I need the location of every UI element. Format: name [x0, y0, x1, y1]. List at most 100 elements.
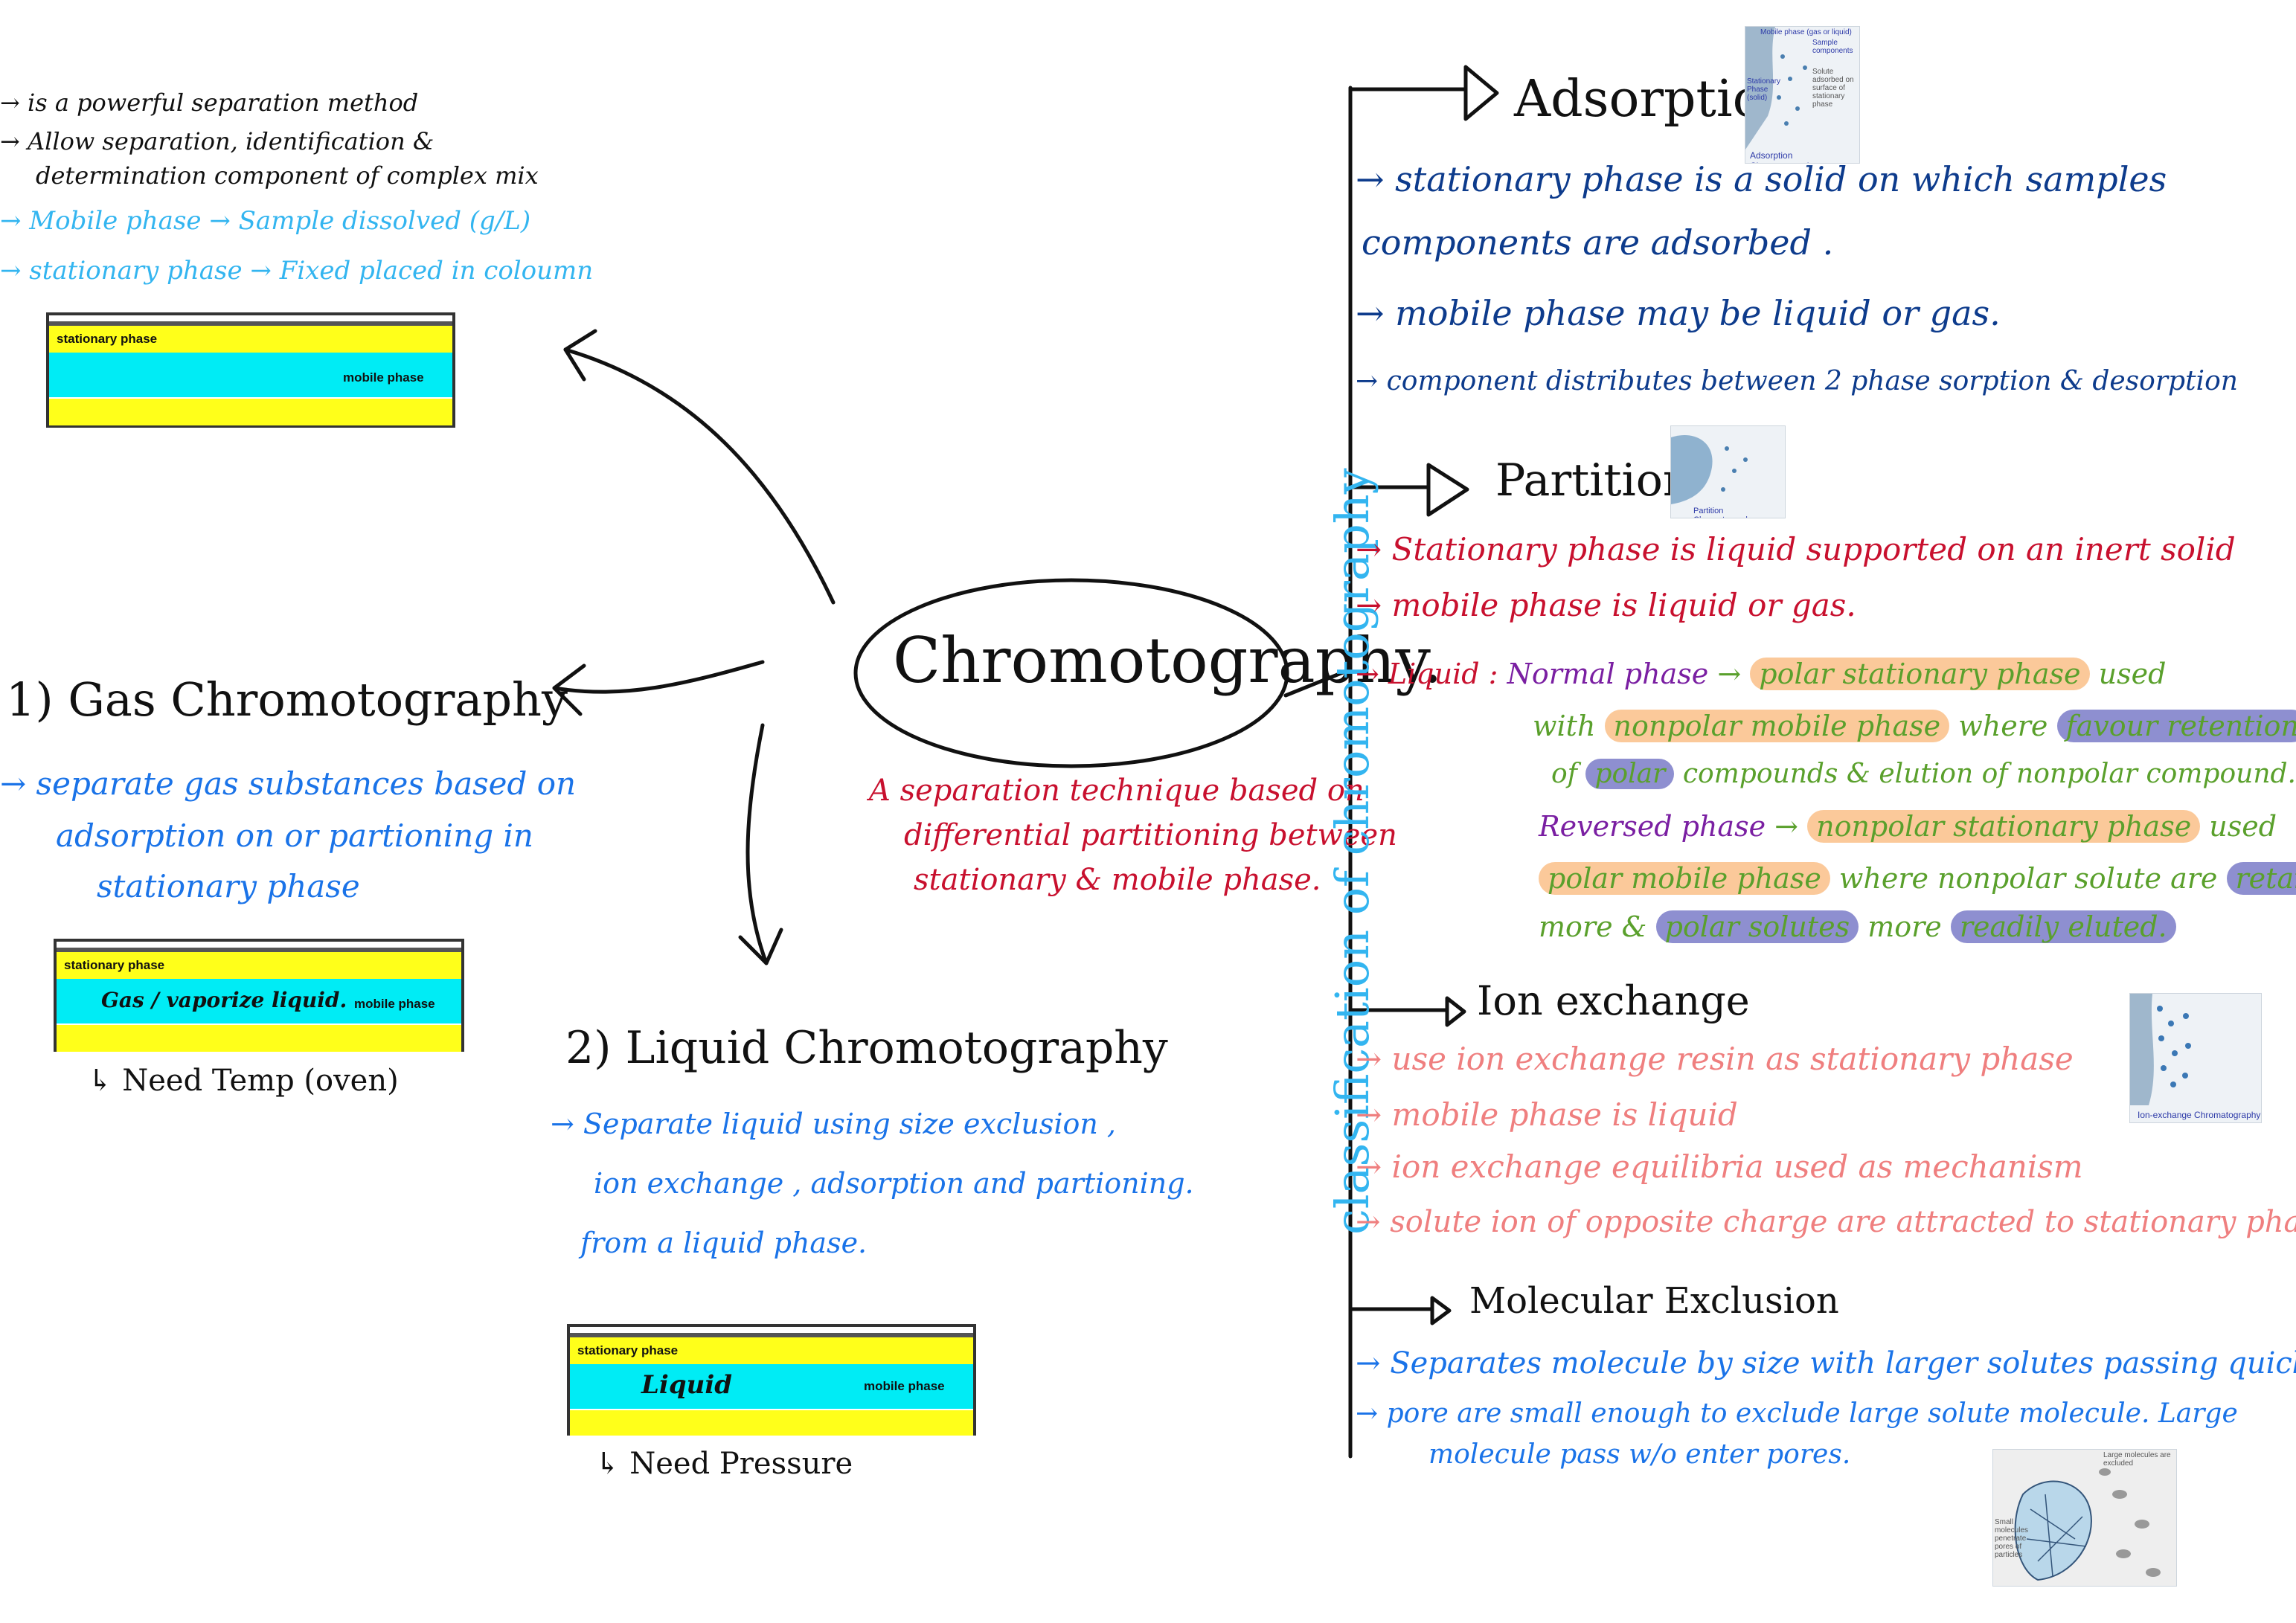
- gas-title: 1) Gas Chromotography: [6, 672, 568, 727]
- ion-title: Ion exchange: [1477, 977, 1750, 1024]
- normal-text-1: used: [2098, 658, 2167, 690]
- connector-to-classification: [1283, 667, 1353, 698]
- ion-illustration: [2130, 994, 2191, 1105]
- exclusion-line-3: molecule pass w/o enter pores.: [1428, 1439, 1851, 1470]
- liquid-note: ↳ Need Pressure: [595, 1447, 853, 1481]
- ion-line-4: → solute ion of opposite charge are attr…: [1356, 1205, 2296, 1239]
- partition-reversed-line-2: polar mobile phase where nonpolar solute…: [1539, 862, 2296, 896]
- normal-phase-label: Normal phase: [1507, 658, 1709, 690]
- partition-liquid-label: → Liquid :: [1356, 658, 1498, 690]
- arrow-to-intro: [563, 347, 836, 605]
- gas-stationary-label: stationary phase: [64, 958, 165, 972]
- center-definition-line-2: differential partitioning between: [904, 818, 1397, 852]
- liquid-inner-label: Liquid: [641, 1370, 733, 1400]
- exclusion-thumb-label-1: Large molecules are excluded: [2103, 1451, 2171, 1468]
- liquid-title: 2) Liquid Chromotography: [565, 1022, 1168, 1074]
- gas-inner-label: Gas / vaporize liquid.: [101, 988, 347, 1012]
- adsorption-line-4: → component distributes between 2 phase …: [1356, 366, 2238, 396]
- intro-mobile-phase: → Mobile phase → Sample dissolved (g/L): [0, 206, 531, 236]
- normal-text-3: where: [1958, 710, 2048, 742]
- reversed-text-3: nonpolar solute: [1937, 862, 2162, 895]
- reversed-hl-5: readily eluted.: [1950, 910, 2176, 943]
- normal-text-4: of: [1551, 759, 1577, 789]
- reversed-text-1: used: [2209, 810, 2277, 843]
- ion-line-1: → use ion exchange resin as stationary p…: [1356, 1041, 2074, 1077]
- partition-arrowhead: [1426, 463, 1469, 517]
- adsorption-thumb-label-3: Solute adsorbed on surface of stationary…: [1812, 68, 1854, 109]
- reversed-phase-label: Reversed phase: [1539, 810, 1766, 843]
- partition-thumbnail: Partition Chromatography: [1670, 425, 1786, 518]
- ion-line-2: → mobile phase is liquid: [1356, 1096, 1738, 1133]
- partition-illustration: [1671, 434, 1748, 504]
- reversed-text-2: where: [1838, 862, 1929, 895]
- reversed-text-6: more: [1867, 910, 1942, 943]
- reversed-text-5: more &: [1539, 910, 1647, 943]
- reversed-phase-arrow: →: [1774, 810, 1798, 843]
- partition-title: Partition: [1495, 454, 1692, 507]
- intro-line-3: determination component of complex mix: [36, 161, 539, 190]
- adsorption-thumb-label-4: Stationary Phase (solid): [1747, 77, 1781, 102]
- exclusion-thumb-label-2: Small molecules penetrate pores of parti…: [1995, 1518, 2029, 1559]
- gas-line-3: stationary phase: [97, 868, 360, 904]
- ion-line-3: → ion exchange equilibria used as mechan…: [1356, 1148, 2083, 1185]
- liquid-mobile-label: mobile phase: [864, 1379, 945, 1393]
- ion-thumb-caption: Ion-exchange Chromatography: [2138, 1110, 2261, 1120]
- exclusion-arrowhead: [1430, 1296, 1452, 1325]
- adsorption-thumbnail: Mobile phase (gas or liquid) Sample comp…: [1745, 26, 1860, 164]
- partition-normal-line-3: of polar compounds & elution of nonpolar…: [1551, 759, 2296, 789]
- partition-normal-line-2: with nonpolar mobile phase where favour …: [1533, 710, 2296, 743]
- ion-arrowhead: [1445, 996, 1466, 1027]
- intro-mobile-label: mobile phase: [343, 370, 424, 385]
- normal-hl-3: favour retention: [2056, 710, 2296, 742]
- exclusion-line-2: → pore are small enough to exclude large…: [1356, 1398, 2238, 1429]
- center-definition-line-3: stationary & mobile phase.: [914, 863, 1321, 897]
- exclusion-illustration: [2014, 1468, 2161, 1581]
- normal-hl-2: nonpolar mobile phase: [1604, 710, 1950, 742]
- adsorption-line-2: components are adsorbed .: [1362, 222, 1834, 263]
- reversed-text-4: are: [2170, 862, 2218, 895]
- ion-thumbnail: Ion-exchange Chromatography: [2129, 993, 2262, 1123]
- adsorption-line-3: → mobile phase may be liquid or gas.: [1356, 293, 2001, 333]
- intro-line-1: → is a powerful separation method: [0, 89, 419, 117]
- liquid-column-diagram: stationary phase Liquid mobile phase: [567, 1324, 976, 1436]
- adsorption-illustration: [1745, 27, 1807, 150]
- normal-phase-arrow: →: [1717, 658, 1742, 690]
- gas-column-diagram: stationary phase Gas / vaporize liquid. …: [54, 939, 464, 1052]
- adsorption-thumb-caption: Adsorption Chromatography: [1750, 150, 1816, 163]
- liquid-line-3: from a liquid phase.: [580, 1227, 868, 1259]
- gas-line-1: → separate gas substances based on: [0, 765, 577, 802]
- adsorption-arrowhead: [1463, 65, 1499, 121]
- reversed-hl-3: retained: [2226, 862, 2296, 895]
- partition-normal-line-1: → Liquid : Normal phase → polar stationa…: [1356, 658, 2166, 691]
- intro-stationary-label: stationary phase: [57, 332, 158, 346]
- partition-line-2: → mobile phase is liquid or gas.: [1356, 587, 1856, 623]
- intro-line-2: → Allow separation, identification &: [0, 127, 434, 155]
- exclusion-thumbnail: Large molecules are excluded Small molec…: [1992, 1449, 2177, 1587]
- liquid-line-2: ion exchange , adsorption and partioning…: [594, 1167, 1194, 1200]
- normal-hl-4: polar: [1585, 759, 1675, 789]
- partition-line-1: → Stationary phase is liquid supported o…: [1356, 531, 2236, 568]
- adsorption-thumb-label-1: Mobile phase (gas or liquid): [1760, 28, 1852, 36]
- adsorption-thumb-label-2: Sample components: [1812, 39, 1853, 55]
- partition-thumb-caption: Partition Chromatography: [1693, 507, 1754, 518]
- reversed-hl-1: nonpolar stationary phase: [1807, 810, 2201, 843]
- normal-text-5: compounds & elution of nonpolar compound…: [1682, 759, 2296, 789]
- exclusion-line-1: → Separates molecule by size with larger…: [1356, 1346, 2296, 1381]
- reversed-hl-4: polar solutes: [1655, 910, 1859, 943]
- center-title: Chromotography.: [893, 624, 1443, 697]
- liquid-stationary-label: stationary phase: [577, 1343, 679, 1357]
- normal-text-2: with: [1533, 710, 1596, 742]
- partition-reversed-line-1: Reversed phase → nonpolar stationary pha…: [1539, 810, 2277, 843]
- center-ellipse: [853, 578, 1289, 768]
- gas-mobile-label: mobile phase: [354, 997, 435, 1011]
- center-definition-line-1: A separation technique based on: [869, 774, 1365, 808]
- gas-line-2: adsorption on or partioning in: [56, 817, 533, 854]
- exclusion-title: Molecular Exclusion: [1469, 1280, 1839, 1322]
- gas-note: ↳ Need Temp (oven): [88, 1064, 399, 1098]
- arrow-to-gas: [552, 660, 765, 694]
- adsorption-line-1: → stationary phase is a solid on which s…: [1356, 159, 2167, 199]
- reversed-hl-2: polar mobile phase: [1539, 862, 1830, 895]
- arrow-to-liquid: [745, 723, 769, 965]
- liquid-line-1: → Separate liquid using size exclusion ,: [551, 1108, 1116, 1140]
